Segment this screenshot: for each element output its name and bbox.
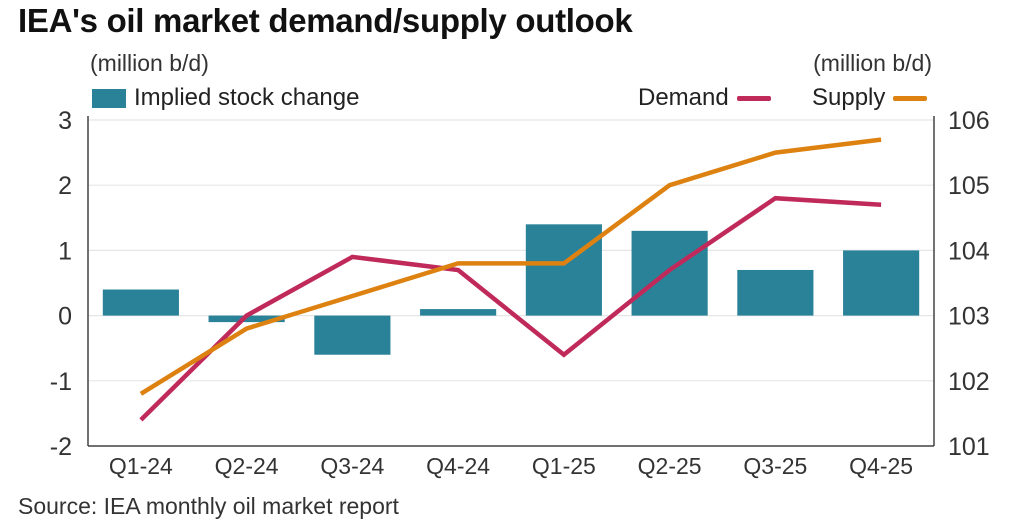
chart-title: IEA's oil market demand/supply outlook: [18, 2, 633, 39]
x-tick-label: Q2-24: [215, 453, 279, 479]
left-tick-label: 0: [58, 303, 72, 331]
bar-stock-change: [102, 289, 179, 316]
x-tick-label: Q3-24: [320, 453, 384, 479]
left-tick-label: -1: [50, 368, 72, 396]
x-tick-label: Q2-25: [638, 453, 702, 479]
bar-stock-change: [737, 269, 814, 316]
series-line-demand: [139, 195, 882, 422]
legend-item-stock-change: Implied stock change: [92, 84, 359, 112]
x-tick-label: Q1-24: [109, 453, 173, 479]
right-tick-label: 102: [948, 368, 990, 396]
right-tick-label: 101: [948, 433, 990, 461]
legend-label-supply: Supply: [812, 84, 886, 111]
series-line-supply: [139, 137, 882, 396]
left-tick-label: 3: [58, 107, 72, 135]
legend-label-demand: Demand: [638, 84, 729, 111]
left-axis-unit: (million b/d): [90, 50, 209, 76]
legend-label-stock-change: Implied stock change: [134, 84, 360, 111]
right-tick-label: 104: [948, 237, 990, 265]
legend-item-demand: Demand: [638, 84, 771, 112]
bar-stock-change: [631, 230, 708, 316]
left-tick-label: -2: [50, 433, 72, 461]
source-note: Source: IEA monthly oil market report: [18, 493, 399, 519]
right-axis-unit: (million b/d): [813, 50, 932, 76]
legend-swatch-demand: [736, 95, 771, 101]
bar-stock-change: [420, 309, 497, 316]
right-tick-label: 103: [948, 303, 990, 331]
right-tick-label: 106: [948, 107, 990, 135]
bar-stock-change: [208, 315, 285, 323]
left-tick-label: 1: [58, 237, 72, 265]
x-tick-label: Q4-24: [426, 453, 490, 479]
bar-stock-change: [314, 315, 391, 355]
x-tick-label: Q3-25: [743, 453, 807, 479]
legend-swatch-supply: [893, 95, 928, 101]
legend-item-supply: Supply: [812, 84, 928, 112]
bar-stock-change: [525, 224, 602, 316]
x-tick-label: Q4-25: [849, 453, 913, 479]
x-tick-label: Q1-25: [532, 453, 596, 479]
legend-swatch-bars: [92, 88, 126, 108]
bar-stock-change: [843, 250, 920, 316]
left-tick-label: 2: [58, 172, 72, 200]
right-tick-label: 105: [948, 172, 990, 200]
